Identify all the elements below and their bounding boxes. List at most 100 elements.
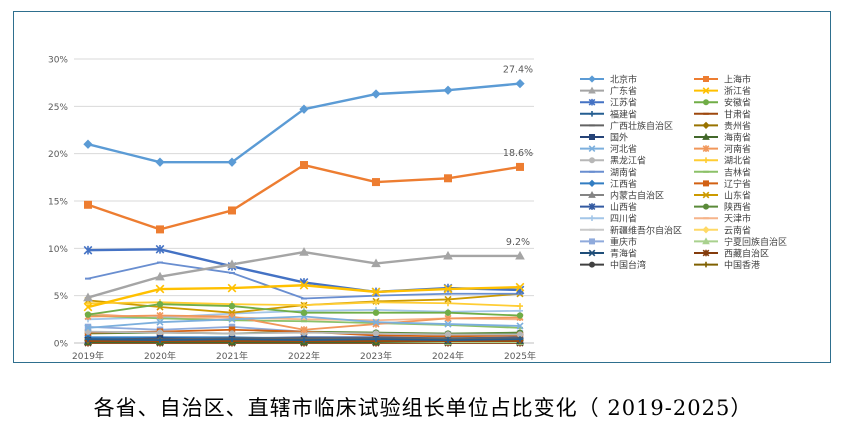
data-point: [588, 179, 596, 188]
y-tick-label: 0%: [54, 340, 69, 350]
data-point: [445, 337, 451, 344]
figure-caption: 各省、自治区、直辖市临床试验组长单位占比变化（ 2019-2025）: [93, 396, 753, 420]
data-point: [83, 292, 93, 302]
data-point: [300, 309, 308, 316]
data-point: [588, 75, 596, 83]
data-point: [588, 145, 596, 152]
data-point: [703, 157, 709, 163]
legend-label: 江苏省: [610, 97, 637, 109]
data-point: [702, 180, 709, 187]
series-17: [85, 261, 523, 300]
data-label: 9.2%: [506, 237, 530, 248]
data-point: [83, 245, 93, 255]
data-point: [84, 311, 92, 318]
legend-label: 黑龙江省: [610, 155, 646, 167]
series-lines: [83, 78, 525, 347]
data-point: [444, 314, 452, 322]
data-point: [443, 284, 453, 294]
data-point: [516, 312, 524, 319]
data-point: [444, 295, 452, 304]
legend-item: 云南省: [694, 224, 751, 236]
data-point: [156, 300, 164, 308]
data-point: [227, 157, 237, 167]
data-point: [515, 282, 525, 292]
data-point: [300, 161, 309, 170]
data-point: [155, 271, 165, 281]
legend-label: 浙江省: [724, 85, 751, 97]
data-point: [228, 315, 236, 323]
x-tick-label: 2023年: [360, 350, 392, 362]
series-6: [84, 300, 524, 319]
legend-item: 贵州省: [694, 120, 751, 132]
data-point: [444, 309, 452, 316]
legend-label: 国外: [610, 132, 628, 144]
legend-item: 黑龙江省: [580, 155, 646, 167]
legend-label: 天津市: [724, 213, 751, 225]
data-point: [588, 98, 596, 106]
series-16: [85, 299, 523, 310]
data-point: [156, 318, 164, 326]
data-point: [588, 190, 596, 198]
data-point: [85, 300, 91, 307]
legend-label: 河南省: [724, 143, 751, 155]
legend-item: 江苏省: [580, 97, 637, 109]
legend-item: 广西壮族自治区: [580, 120, 673, 132]
legend-item: 中国台湾: [580, 259, 646, 271]
series-line: [87, 163, 521, 231]
data-point: [83, 139, 93, 149]
data-point: [702, 121, 710, 130]
data-point: [589, 111, 595, 117]
data-point: [155, 157, 165, 167]
x-tick-label: 2022年: [288, 350, 320, 362]
data-point: [85, 336, 91, 343]
legend-label: 云南省: [724, 224, 751, 236]
legend-label: 宁夏回族自治区: [724, 236, 787, 248]
data-point: [516, 162, 525, 171]
data-label: 18.6%: [503, 148, 533, 159]
x-tick-label: 2020年: [144, 350, 176, 362]
legend-item: 山西省: [580, 201, 637, 213]
data-point: [301, 337, 307, 344]
legend-item: 辽宁省: [694, 178, 751, 190]
grid-lines: [74, 58, 534, 344]
legend-item: 吉林省: [694, 166, 751, 178]
data-point: [227, 259, 237, 269]
legend-label: 湖南省: [610, 166, 637, 178]
data-labels: 27.4% 18.6% 9.2%: [503, 65, 533, 248]
legend-item: 内蒙古自治区: [580, 190, 664, 202]
data-point: [84, 328, 92, 335]
y-axis: 0% 5% 10% 15% 20% 25% 30%: [48, 56, 68, 350]
data-point: [444, 331, 452, 338]
legend-item: 新疆维吾尔自治区: [580, 224, 682, 236]
legend-item: 宁夏回族自治区: [694, 236, 787, 248]
data-point: [702, 145, 710, 152]
legend-item: 浙江省: [694, 85, 751, 97]
legend-label: 广东省: [610, 85, 637, 97]
y-tick-label: 30%: [48, 56, 68, 66]
data-point: [157, 337, 163, 344]
legend-item: 湖南省: [580, 166, 637, 178]
line-chart: 0% 5% 10% 15% 20% 25% 30% 2019年 2020年 2021年 2022年…: [48, 56, 787, 363]
data-point: [83, 200, 92, 209]
data-point: [702, 99, 709, 106]
data-point: [155, 284, 165, 294]
data-point: [373, 336, 379, 343]
legend-label: 北京市: [610, 74, 637, 86]
data-point: [702, 237, 710, 245]
data-point: [84, 324, 92, 332]
legend-label: 青海省: [610, 248, 637, 260]
data-point: [444, 320, 452, 328]
chart-frame: 0% 5% 10% 15% 20% 25% 30% 2019年 2020年 2021年 2022年…: [13, 11, 831, 363]
series-line: [87, 82, 521, 164]
data-point: [443, 85, 453, 95]
x-tick-label: 2025年: [504, 350, 536, 362]
legend-label: 江西省: [610, 178, 637, 190]
legend-label: 中国台湾: [610, 259, 646, 271]
legend-label: 陕西省: [724, 201, 751, 213]
data-point: [371, 89, 381, 99]
legend-label: 新疆维吾尔自治区: [610, 224, 682, 236]
y-tick-label: 20%: [48, 150, 68, 160]
data-point: [372, 318, 380, 326]
data-point: [702, 132, 710, 140]
legend-item: 西藏自治区: [694, 248, 769, 260]
